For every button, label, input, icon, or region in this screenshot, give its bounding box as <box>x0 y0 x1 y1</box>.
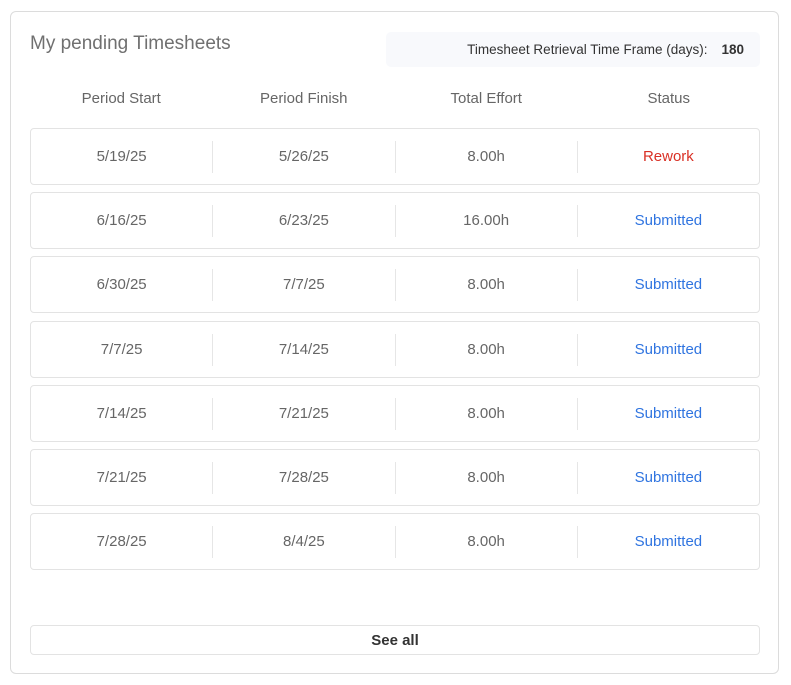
retrieval-value: 180 <box>721 42 744 57</box>
period-finish-cell: 8/4/25 <box>212 525 394 558</box>
status-cell: Submitted <box>576 333 759 366</box>
total-effort-cell: 16.00h <box>394 204 577 237</box>
total-effort-cell: 8.00h <box>394 140 577 173</box>
table-row[interactable]: 7/21/25 7/28/25 8.00h Submitted <box>30 449 760 506</box>
period-start-cell: 7/7/25 <box>100 340 143 358</box>
period-finish-cell: 7/21/25 <box>212 397 394 430</box>
period-finish-cell: 6/23/25 <box>212 204 394 237</box>
period-start-cell: 6/16/25 <box>96 211 147 229</box>
table-row[interactable]: 7/7/25 7/14/25 8.00h Submitted <box>30 321 760 378</box>
card-title: My pending Timesheets <box>30 33 231 54</box>
total-effort-cell: 8.00h <box>394 525 577 558</box>
table-row[interactable]: 5/19/25 5/26/25 8.00h Rework <box>30 128 760 185</box>
table-row[interactable]: 6/16/25 6/23/25 16.00h Submitted <box>30 192 760 249</box>
status-cell: Submitted <box>576 525 759 558</box>
pending-timesheets-card <box>10 11 779 674</box>
period-finish-cell: 5/26/25 <box>212 140 394 173</box>
period-finish-cell: 7/7/25 <box>212 268 394 301</box>
table-row[interactable]: 7/14/25 7/21/25 8.00h Submitted <box>30 385 760 442</box>
column-header-status: Status <box>647 90 691 107</box>
status-cell: Submitted <box>576 268 759 301</box>
column-header-total-effort: Total Effort <box>450 90 522 107</box>
total-effort-cell: 8.00h <box>394 333 577 366</box>
total-effort-cell: 8.00h <box>394 461 577 494</box>
see-all-button[interactable]: See all <box>30 625 760 655</box>
table-row[interactable]: 7/28/25 8/4/25 8.00h Submitted <box>30 513 760 570</box>
period-start-cell: 7/14/25 <box>96 404 147 422</box>
total-effort-cell: 8.00h <box>394 397 577 430</box>
period-start-cell: 7/28/25 <box>96 532 147 550</box>
status-cell: Submitted <box>576 204 759 237</box>
period-start-cell: 5/19/25 <box>96 147 147 165</box>
status-cell: Rework <box>576 140 759 173</box>
status-cell: Submitted <box>576 461 759 494</box>
period-start-cell: 6/30/25 <box>96 275 147 293</box>
status-cell: Submitted <box>576 397 759 430</box>
table-row[interactable]: 6/30/25 7/7/25 8.00h Submitted <box>30 256 760 313</box>
period-start-cell: 7/21/25 <box>96 468 147 486</box>
table-header: Period Start Period Finish Total Effort … <box>30 90 760 107</box>
column-header-period-start: Period Start <box>81 90 161 107</box>
retrieval-label: Timesheet Retrieval Time Frame (days): <box>467 42 708 57</box>
period-finish-cell: 7/28/25 <box>212 461 394 494</box>
column-header-period-finish: Period Finish <box>259 90 348 107</box>
retrieval-time-frame: Timesheet Retrieval Time Frame (days): 1… <box>386 32 760 67</box>
total-effort-cell: 8.00h <box>394 268 577 301</box>
period-finish-cell: 7/14/25 <box>212 333 394 366</box>
